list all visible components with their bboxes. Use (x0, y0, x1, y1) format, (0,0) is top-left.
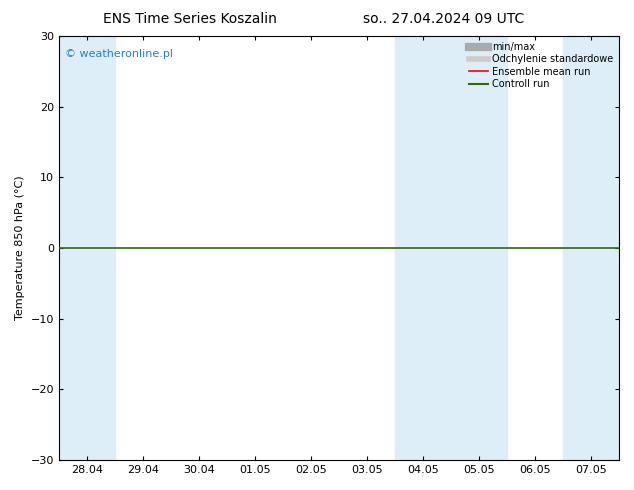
Text: ENS Time Series Koszalin: ENS Time Series Koszalin (103, 12, 277, 26)
Y-axis label: Temperature 850 hPa (°C): Temperature 850 hPa (°C) (15, 176, 25, 320)
Bar (563, 36, 619, 460)
Text: so.. 27.04.2024 09 UTC: so.. 27.04.2024 09 UTC (363, 12, 524, 26)
Bar (395, 36, 507, 460)
Bar (59, 36, 115, 460)
Text: © weatheronline.pl: © weatheronline.pl (65, 49, 172, 59)
Legend: min/max, Odchylenie standardowe, Ensemble mean run, Controll run: min/max, Odchylenie standardowe, Ensembl… (465, 38, 617, 93)
